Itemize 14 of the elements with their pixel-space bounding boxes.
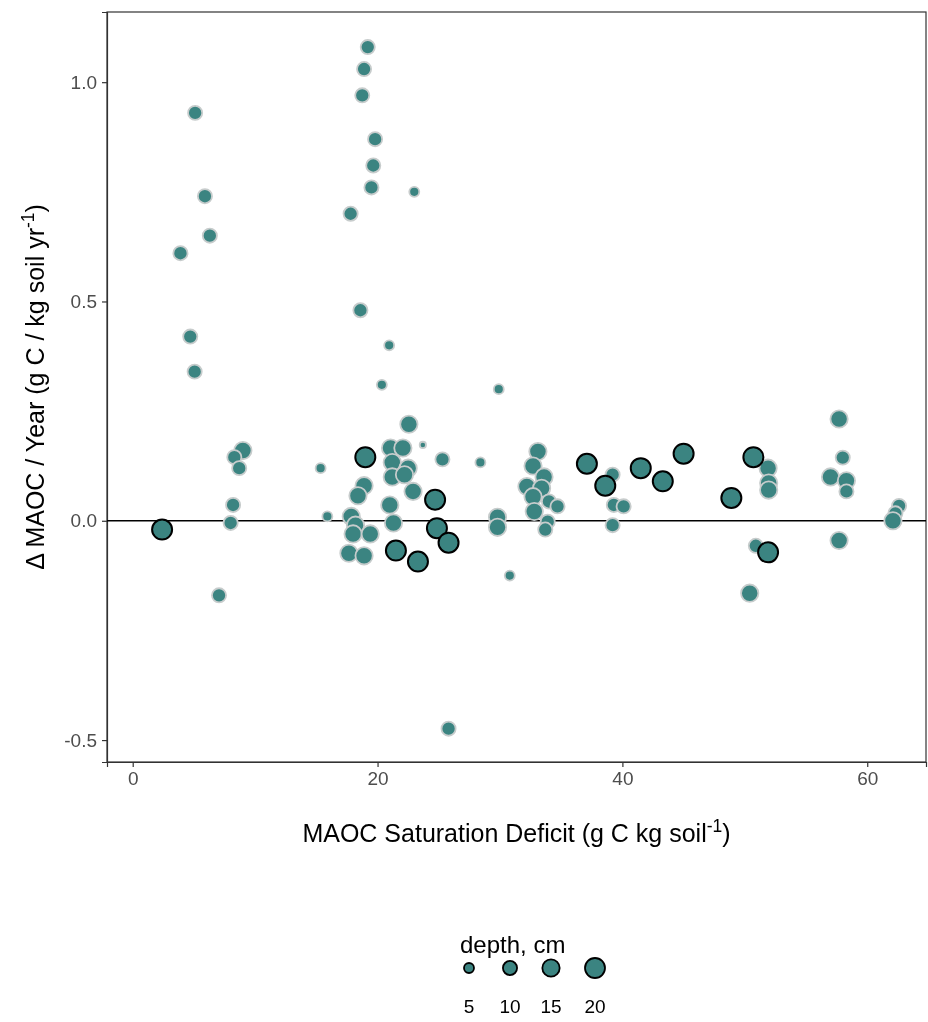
y-tick-label: 1.0 [70,71,97,93]
legend-label: 10 [499,996,521,1017]
x-axis-title: MAOC Saturation Deficit (g C kg soil$^{-1}$) [302,816,731,847]
x-tick-label: 40 [612,768,634,790]
x-tick-label: 0 [127,768,139,790]
x-tick-label: 20 [367,768,389,790]
y-tick-label: 0.5 [70,291,97,313]
legend-label: 5 [463,996,475,1017]
y-tick-label: -0.5 [64,729,97,751]
legend-title: depth, cm [460,931,566,958]
legend-label: 20 [584,996,606,1017]
legend-label: 15 [540,996,562,1017]
x-tick-label: 60 [857,768,879,790]
y-tick-label: 0.0 [70,510,97,532]
